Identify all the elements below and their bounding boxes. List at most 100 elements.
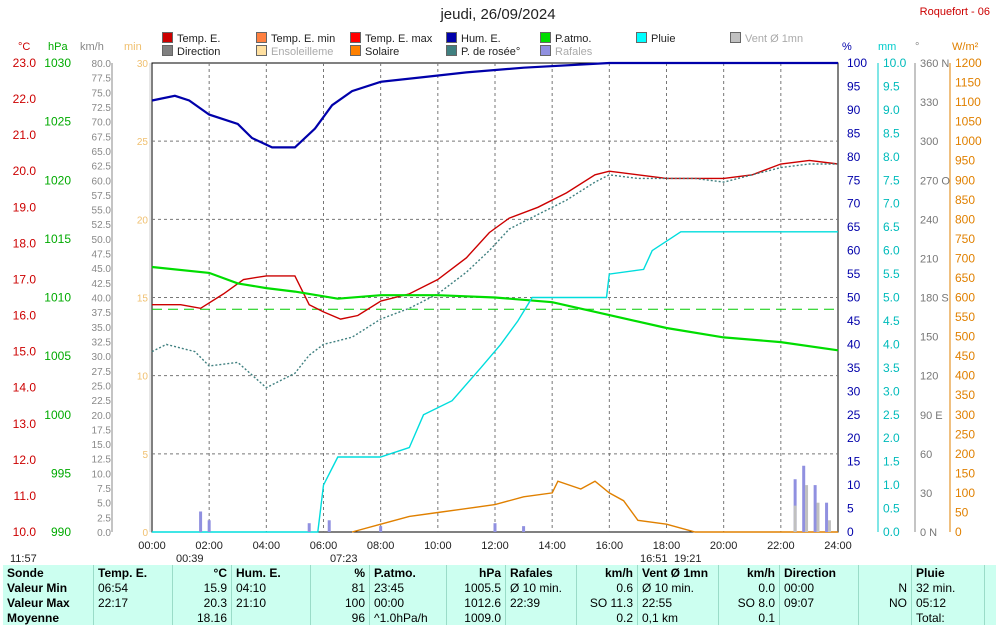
axis-tick-humidity: 55 <box>847 267 861 281</box>
stats-cell: 0.2 <box>984 595 996 610</box>
axis-tick-rain: 0.0 <box>883 525 900 539</box>
x-tick-label: 18:00 <box>653 540 681 552</box>
axis-tick-wind: 0.0 <box>97 528 111 539</box>
axis-tick-humidity: 70 <box>847 197 861 211</box>
x-tick-label: 16:00 <box>596 540 624 552</box>
series-line-5 <box>351 480 838 533</box>
axis-tick-temp: 22.0 <box>13 92 37 106</box>
axis-tick-wind: 77.5 <box>92 74 112 85</box>
stats-cell: Total: <box>911 610 985 625</box>
stats-row: Valeur Min 06:54 15.9 04:10 81 23:45 1005.5 Ø 1… <box>3 580 996 595</box>
legend-item: Solaire <box>350 45 399 58</box>
axis-tick-rain: 9.5 <box>883 79 900 93</box>
axis-tick-temp: 17.0 <box>13 272 37 286</box>
unit-temp: °C <box>18 41 31 53</box>
stats-cell: Hum. E. <box>231 565 311 580</box>
axis-tick-solar: 1200 <box>955 56 982 70</box>
axis-tick-minutes: 20 <box>137 215 149 226</box>
series-line-3 <box>151 265 839 352</box>
unit-wind: km/h <box>80 41 104 53</box>
stats-cell: 09:07 <box>779 595 859 610</box>
stats-cell: P.atmo. <box>369 565 447 580</box>
axis-tick-humidity: 75 <box>847 173 861 187</box>
stats-cell: Direction <box>779 565 859 580</box>
stats-cell: °C <box>172 565 232 580</box>
axis-tick-solar: 0 <box>955 525 962 539</box>
stats-row: Sonde Temp. E. °C Hum. E.% P.atmo. hPa Rafales… <box>3 565 996 580</box>
stats-cell <box>779 610 859 625</box>
stats-cell: 06:54 <box>93 580 173 595</box>
stats-cell: 0.6 <box>576 580 638 595</box>
stats-cell: Moyenne <box>3 610 94 625</box>
axis-tick-wind: 50.0 <box>92 235 112 246</box>
x-tick-label: 08:00 <box>367 540 395 552</box>
axis-tick-direction: 360 N <box>920 58 949 70</box>
axis-tick-solar: 250 <box>955 427 975 441</box>
x-tick-label: 10:00 <box>424 540 452 552</box>
axis-tick-humidity: 5 <box>847 502 854 516</box>
axis-tick-wind: 27.5 <box>92 367 112 378</box>
x-tick-label: 00:00 <box>138 540 166 552</box>
stats-cell: SO 8.0 <box>718 595 780 610</box>
legend-item: Temp. E. min <box>256 32 335 45</box>
axis-tick-wind: 2.5 <box>97 513 111 524</box>
time-sunset: 16:51 <box>640 553 668 565</box>
legend-label: Vent Ø 1mn <box>745 33 804 45</box>
stats-cell <box>231 610 311 625</box>
axis-tick-wind: 60.0 <box>92 176 112 187</box>
station-name: Roquefort - 06 <box>919 6 990 18</box>
axis-tick-wind: 22.5 <box>92 396 112 407</box>
legend-label: Temp. E. <box>177 33 221 45</box>
axis-tick-rain: 4.0 <box>883 337 900 351</box>
axis-tick-wind: 72.5 <box>92 103 112 114</box>
stats-cell: Sonde <box>3 565 94 580</box>
stats-cell: 0.2 <box>576 610 638 625</box>
unit-min: min <box>124 41 142 53</box>
axis-tick-wind: 32.5 <box>92 337 112 348</box>
stats-cell: Ø 10 min. <box>505 580 577 595</box>
axis-tick-solar: 750 <box>955 232 975 246</box>
stats-cell: % <box>310 565 370 580</box>
legend-label: Rafales <box>555 46 593 58</box>
stats-cell: km/h <box>718 565 780 580</box>
axis-tick-solar: 350 <box>955 388 975 402</box>
axis-tick-solar: 150 <box>955 466 975 480</box>
axis-tick-humidity: 10 <box>847 478 861 492</box>
legend-swatch <box>256 45 267 56</box>
axis-tick-rain: 5.0 <box>883 291 900 305</box>
axis-tick-pressure: 995 <box>51 466 71 480</box>
legend-swatch <box>446 45 457 56</box>
axis-tick-rain: 3.0 <box>883 384 900 398</box>
axis-tick-rain: 0.5 <box>883 502 900 516</box>
legend-item: Temp. E. <box>162 32 220 45</box>
axis-tick-wind: 20.0 <box>92 411 112 422</box>
stats-cell: 04:10 <box>231 580 311 595</box>
axis-tick-solar: 100 <box>955 486 975 500</box>
axis-tick-humidity: 25 <box>847 408 861 422</box>
legend-label: Temp. E. max <box>365 33 433 45</box>
stats-cell: 96 <box>310 610 370 625</box>
axis-tick-temp: 14.0 <box>13 381 37 395</box>
axis-tick-wind: 17.5 <box>92 425 112 436</box>
x-tick-label: 12:00 <box>481 540 509 552</box>
legend-label: Temp. E. min <box>271 33 336 45</box>
axis-tick-temp: 12.0 <box>13 453 37 467</box>
stats-cell: 05:12 <box>911 595 985 610</box>
axis-tick-wind: 12.5 <box>92 455 112 466</box>
legend-item: Vent Ø 1mn <box>730 32 803 45</box>
legend-item: P.atmo. <box>540 32 592 45</box>
axis-tick-solar: 700 <box>955 251 975 265</box>
legend-label: P.atmo. <box>555 33 592 45</box>
axis-tick-wind: 80.0 <box>92 59 112 70</box>
axis-tick-direction: 90 E <box>920 410 943 422</box>
legend-swatch <box>636 32 647 43</box>
stats-cell: 1009.0 <box>446 610 506 625</box>
stats-cell: Rafales <box>505 565 577 580</box>
time-sunrise: 00:39 <box>176 553 204 565</box>
axis-tick-pressure: 1000 <box>44 408 71 422</box>
stats-cell: km/h <box>576 565 638 580</box>
stats-cell: 21:10 <box>231 595 311 610</box>
stats-cell: mm <box>984 565 996 580</box>
axis-tick-wind: 67.5 <box>92 132 112 143</box>
axis-tick-wind: 42.5 <box>92 279 112 290</box>
